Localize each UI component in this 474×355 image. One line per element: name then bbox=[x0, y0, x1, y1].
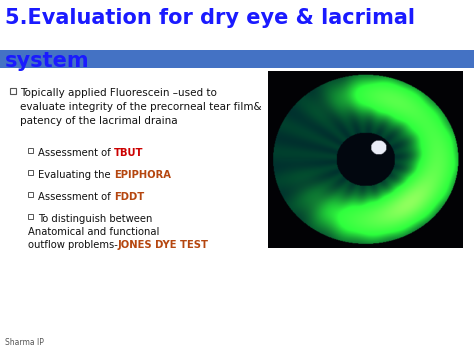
Text: Evaluating the: Evaluating the bbox=[38, 170, 114, 180]
Text: To distinguish between: To distinguish between bbox=[38, 214, 152, 224]
Text: Anatomical and functional: Anatomical and functional bbox=[28, 227, 159, 237]
Bar bbox=[28, 170, 33, 175]
Text: system: system bbox=[5, 51, 90, 71]
Text: Assessment of: Assessment of bbox=[38, 148, 114, 158]
Text: Assessment of: Assessment of bbox=[38, 192, 114, 202]
Text: JONES DYE TEST: JONES DYE TEST bbox=[118, 240, 209, 250]
Text: TBUT: TBUT bbox=[114, 148, 143, 158]
Bar bbox=[28, 214, 33, 219]
Text: EPIPHORA: EPIPHORA bbox=[114, 170, 171, 180]
Bar bbox=[28, 148, 33, 153]
Text: Topically applied Fluorescein –used to
evaluate integrity of the precorneal tear: Topically applied Fluorescein –used to e… bbox=[20, 88, 262, 126]
Text: 5.Evaluation for dry eye & lacrimal: 5.Evaluation for dry eye & lacrimal bbox=[5, 8, 415, 28]
Bar bbox=[28, 192, 33, 197]
Bar bbox=[10, 88, 16, 94]
Bar bbox=[0, 50, 474, 68]
Text: Sharma IP: Sharma IP bbox=[5, 338, 44, 347]
Text: FDDT: FDDT bbox=[114, 192, 144, 202]
Text: outflow problems-: outflow problems- bbox=[28, 240, 118, 250]
